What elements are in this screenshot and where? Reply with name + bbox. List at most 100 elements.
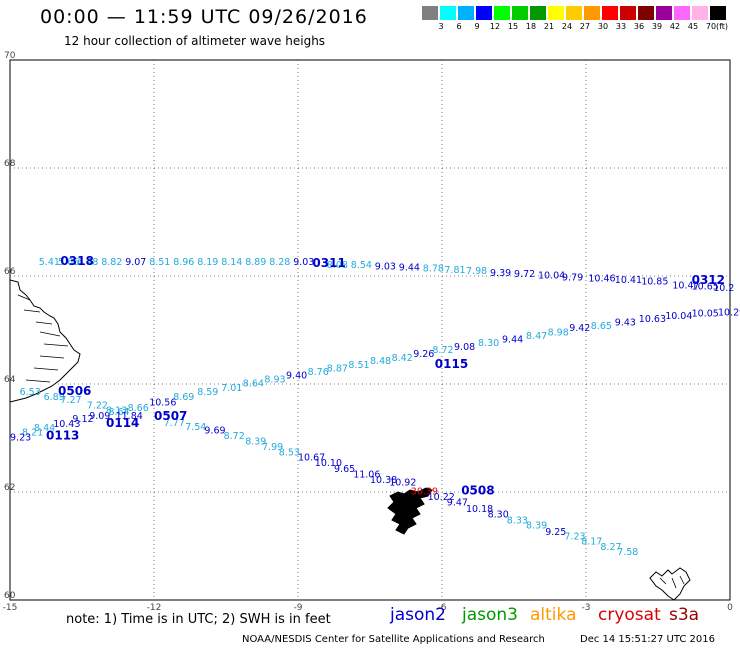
legend-value: 30 [597, 22, 609, 31]
legend-value: 45 [687, 22, 699, 31]
satellite-altika: altika [530, 605, 577, 625]
pass-id-label: 0318 [60, 254, 93, 268]
faroe-islands [387, 487, 433, 535]
pass-id-label: 0114 [106, 416, 139, 430]
pass-labels: 0318 0311 0312 0115 0506 0507 0114 0113 0508 [46, 254, 725, 498]
legend-swatch [584, 6, 600, 20]
wave-height-label: 8.28 [269, 257, 290, 268]
shetland-detail [659, 575, 685, 589]
wave-height-label: 6.53 [20, 387, 41, 398]
wave-height-label: 9.69 [204, 426, 225, 437]
legend-value: 39 [651, 22, 663, 31]
wave-height-label: 7.81 [444, 265, 465, 276]
wave-height-label: 8.51 [348, 360, 369, 371]
satellite-s3a: s3a [669, 605, 700, 625]
legend-swatch [638, 6, 654, 20]
wave-height-label: 9.07 [125, 257, 146, 268]
wave-height-label: 7.77 [164, 418, 185, 429]
wave-height-label: 8.19 [197, 257, 218, 268]
wave-height-label: 8.93 [264, 374, 285, 385]
footer-credit: NOAA/NESDIS Center for Satellite Applica… [242, 634, 545, 645]
wave-height-label: 8.72 [432, 345, 453, 356]
pass-id-label: 0506 [58, 384, 91, 398]
wave-height-label: 7.58 [617, 547, 638, 558]
wave-height-label: 8.65 [591, 321, 612, 332]
legend-swatch [530, 6, 546, 20]
map-frame [9, 59, 731, 601]
wave-height-label: 11.84 [116, 411, 143, 422]
wave-height-label: 8.51 [149, 257, 170, 268]
legend-swatch [566, 6, 582, 20]
wave-height-label: 8.82 [101, 257, 122, 268]
wave-height-label: 8.89 [245, 257, 266, 268]
legend-value: 36 [633, 22, 645, 31]
legend-swatch [458, 6, 474, 20]
wave-height-label: 8.69 [173, 392, 194, 403]
legend-value: 33 [615, 22, 627, 31]
pass-id-label: 0312 [692, 273, 725, 287]
lon-tick-label: 0 [727, 603, 733, 613]
legend-swatch [548, 6, 564, 20]
wave-height-label: 9.42 [569, 323, 590, 334]
wave-height-label: 9.44 [399, 263, 420, 274]
wave-height-label: 9.03 [375, 262, 396, 273]
legend-value: 18 [525, 22, 537, 31]
legend-value: 3 [438, 22, 444, 31]
wave-height-label: 9.47 [447, 498, 468, 509]
legend-swatch [440, 6, 456, 20]
lat-tick-label: 66 [4, 267, 16, 277]
wave-height-labels: 5.415.666.48 8.82 9.07 8.51 8.96 8.19 8.14 8.89… [10, 257, 740, 558]
wave-height-label: 8.64 [243, 379, 264, 390]
wave-height-label: 8.66 [128, 403, 149, 414]
legend-swatch [620, 6, 636, 20]
wave-height-label: 9.08 [454, 342, 475, 353]
wave-height-label: 9.39 [490, 268, 511, 279]
wave-height-label: 7.54 [185, 422, 206, 433]
wave-height-label: 10.56 [149, 398, 176, 409]
satellite-jason2: jason2 [390, 605, 446, 625]
wave-height-label: 8.48 [370, 356, 391, 367]
wave-height-label: 8.64 [108, 407, 129, 418]
wave-height-label: 10.46 [588, 273, 615, 284]
wave-height-label: 5.66 [58, 257, 79, 268]
wave-height-label: 10.04 [665, 311, 692, 322]
wave-height-label: 10.63 [639, 314, 666, 325]
wave-height-label: 8.78 [423, 264, 444, 275]
wave-height-label: 9.65 [334, 464, 355, 475]
iceland-fjords [17, 294, 69, 383]
satellite-cryosat: cryosat [598, 605, 661, 625]
legend-value: 42 [669, 22, 681, 31]
wave-height-label: 9.44 [502, 334, 523, 345]
footer-timestamp: Dec 14 15:51:27 UTC 2016 [580, 634, 715, 645]
wave-height-label: 7.23 [564, 532, 585, 543]
legend-swatch [674, 6, 690, 20]
wave-height-label: 10.29 [718, 307, 740, 318]
wave-height-label: 30.39 [411, 487, 438, 498]
wave-height-label: 9.25 [545, 527, 566, 538]
pass-id-label: 0507 [154, 409, 187, 423]
wave-height-label: 6.89 [44, 392, 65, 403]
wave-height-label: 10.41 [615, 275, 642, 286]
wave-height-label: 10.85 [641, 277, 668, 288]
wave-height-label: 8.59 [197, 387, 218, 398]
wave-height-label: 10.2 [713, 283, 734, 294]
pass-id-label: 0113 [46, 429, 79, 443]
wave-height-label: 7.22 [87, 400, 108, 411]
wave-height-label: 8.30 [488, 509, 509, 520]
wave-height-label: 8.27 [600, 542, 621, 553]
lat-tick-label: 68 [4, 159, 16, 169]
wave-height-label: 9.09 [89, 411, 110, 422]
lon-tick-label: -9 [294, 603, 303, 613]
legend-swatch [422, 6, 438, 20]
wave-height-label: 7.98 [466, 266, 487, 277]
wave-height-label: 8.39 [245, 436, 266, 447]
wave-height-label: 7.27 [60, 395, 81, 406]
wave-height-label: 8.47 [526, 331, 547, 342]
wave-height-label: 10.38 [370, 475, 397, 486]
grid-lines [9, 59, 731, 601]
wave-height-label: 11.06 [353, 469, 380, 480]
axis-labels: -15 -12 -9 -6 -3 0 70 68 66 64 62 60 [3, 51, 733, 613]
legend-swatch [476, 6, 492, 20]
wave-height-label: 10.05 [692, 309, 719, 320]
wave-height-label: 8.98 [548, 327, 569, 338]
